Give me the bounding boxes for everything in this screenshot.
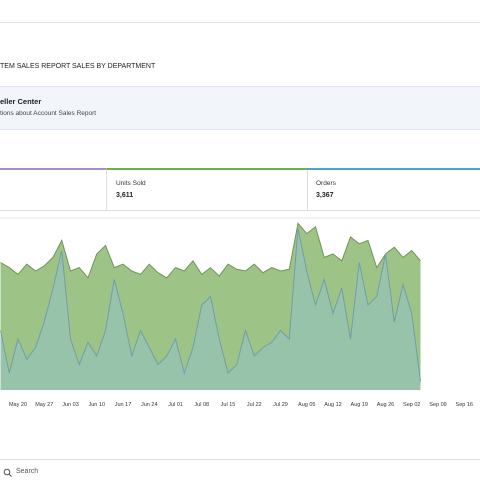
x-tick-label: Aug 12 [324,402,341,408]
x-tick-label: Sep 09 [429,402,446,408]
tab[interactable]: SALES BY DEPARTMENT [72,63,156,70]
search-icon [3,468,12,477]
banner-text: tions about Account Sales Report [0,110,97,117]
x-tick-label: Jun 17 [115,402,132,408]
x-tick-label: Jul 15 [221,402,236,408]
series-line [0,228,421,382]
metric-label: Orders [316,180,336,187]
metric-card [0,168,106,211]
search-placeholder: Search [16,468,39,475]
metric-label: Units Sold [116,180,146,187]
x-tick-label: Sep 16 [456,402,473,408]
x-tick-label: Jul 22 [247,402,262,408]
x-tick-label: Aug 19 [351,402,368,408]
x-tick-label: Jul 29 [273,402,288,408]
metric-card: Orders 3,367 [307,168,480,211]
chart: May 20 May 27 Jun 03 Jun 10 Jun 17 Jun 24 Jul … [0,217,480,408]
x-tick-label: Jul 08 [194,402,209,408]
banner-title: eller Center [0,97,42,106]
x-tick-label: May 20 [9,402,27,408]
search-box[interactable]: Search [0,466,480,480]
x-tick-label: Aug 05 [298,402,315,408]
x-tick-label: Jun 10 [88,402,105,408]
series-area [0,228,421,390]
x-tick-label: Jun 24 [141,402,158,408]
x-tick-label: Sep 02 [403,402,420,408]
series-line [0,222,421,279]
metric-value: 3,367 [316,192,334,199]
x-tick-label: Aug 26 [377,402,394,408]
banner: eller Center tions about Account Sales R… [0,86,480,130]
x-tick-label: Jun 03 [62,402,79,408]
top-bar [0,0,480,23]
metric-card: Units Sold 3,611 [106,168,308,211]
metric-value: 3,611 [116,192,134,199]
x-tick-label: May 27 [35,402,53,408]
divider [0,459,480,460]
x-tick-label: Jul 01 [168,402,183,408]
series-area [0,223,421,390]
tab[interactable]: TEM SALES REPORT [0,63,71,70]
